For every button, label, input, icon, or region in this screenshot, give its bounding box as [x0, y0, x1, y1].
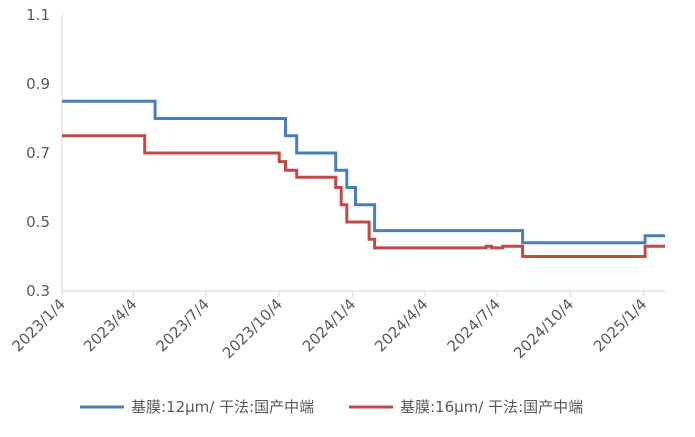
x-tick-labels: 2023/1/4 2023/4/4 2023/7/4 2023/10/4 2024/1/… [8, 295, 650, 362]
x-tick-label: 2024/10/4 [510, 295, 577, 362]
x-tick-label: 2024/7/4 [444, 295, 504, 355]
y-tick-label: 1.1 [26, 6, 50, 24]
x-tick-label: 2023/10/4 [219, 295, 286, 362]
legend: 基膜:12μm/ 干法:国产中端 基膜:16μm/ 干法:国产中端 [80, 398, 583, 416]
series-lines [62, 99, 665, 258]
legend-label-series-1: 基膜:12μm/ 干法:国产中端 [131, 398, 314, 416]
series-line-2 [62, 134, 665, 258]
x-tick-label: 2023/4/4 [80, 295, 140, 355]
x-tick-label: 2025/1/4 [590, 295, 650, 355]
x-tick-label: 2023/7/4 [152, 295, 212, 355]
y-tick-label: 0.3 [26, 282, 50, 300]
x-tick-label: 2024/4/4 [371, 295, 431, 355]
x-tick-label: 2023/1/4 [8, 295, 68, 355]
x-tick-label: 2024/1/4 [299, 295, 359, 355]
y-tick-label: 0.9 [26, 75, 50, 93]
x-tick-marks [61, 291, 645, 297]
y-tick-label: 0.5 [26, 213, 50, 231]
y-tick-labels: 0.3 0.5 0.7 0.9 1.1 [26, 6, 50, 300]
series-line-1 [62, 99, 665, 245]
legend-label-series-2: 基膜:16μm/ 干法:国产中端 [400, 398, 583, 416]
y-tick-label: 0.7 [26, 144, 50, 162]
